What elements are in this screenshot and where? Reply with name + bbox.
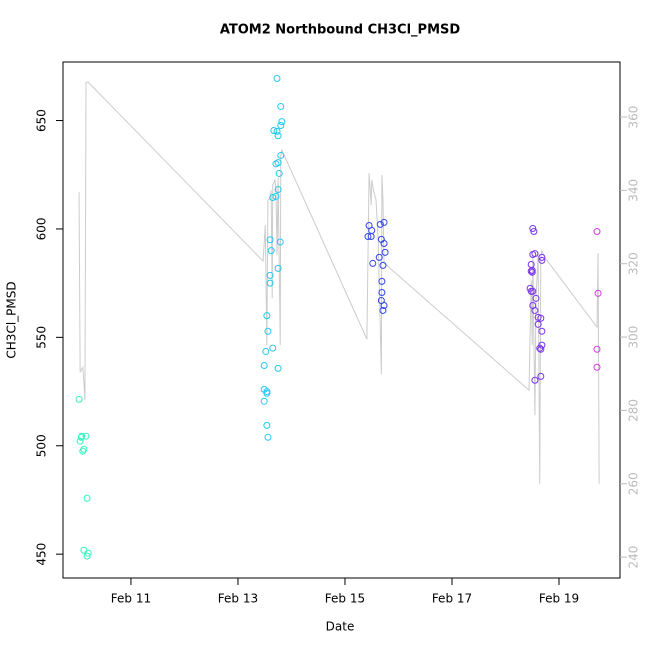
data-point — [527, 267, 535, 275]
data-point — [593, 228, 601, 236]
data-point — [80, 445, 88, 453]
data-point — [263, 421, 271, 429]
data-point — [538, 327, 546, 335]
data-point — [531, 250, 539, 258]
data-point — [534, 320, 542, 328]
data-point — [528, 268, 536, 276]
x-tick-label: Feb 15 — [325, 592, 365, 606]
data-point — [276, 238, 284, 246]
data-point — [537, 372, 545, 380]
data-point — [531, 376, 539, 384]
data-point — [277, 151, 285, 159]
y2-tick-label: 320 — [627, 252, 641, 275]
data-point — [538, 253, 546, 261]
data-point — [379, 306, 387, 314]
data-point — [380, 239, 388, 247]
data-point — [274, 364, 282, 372]
data-point — [537, 314, 545, 322]
data-point — [260, 397, 268, 405]
data-point — [269, 344, 277, 352]
data-point — [538, 341, 546, 349]
data-point — [82, 432, 90, 440]
data-point — [380, 218, 388, 226]
data-point — [260, 362, 268, 370]
data-point — [267, 247, 275, 255]
data-point — [269, 194, 277, 202]
data-point — [272, 160, 280, 168]
data-point — [277, 102, 285, 110]
data-point — [274, 132, 282, 140]
y-tick-label: 450 — [35, 543, 49, 566]
data-point — [277, 122, 285, 130]
y-tick-label: 650 — [35, 109, 49, 132]
x-tick-label: Feb 11 — [111, 592, 151, 606]
data-point — [273, 127, 281, 135]
data-point — [378, 288, 386, 296]
y-tick-label: 550 — [35, 326, 49, 349]
data-point — [594, 289, 602, 297]
data-point — [262, 347, 270, 355]
data-point — [84, 549, 92, 557]
data-point — [266, 236, 274, 244]
x-tick-label: Feb 19 — [539, 592, 579, 606]
data-point — [529, 287, 537, 295]
data-point — [380, 301, 388, 309]
x-axis-label: Date — [326, 620, 355, 634]
data-point — [266, 271, 274, 279]
y-tick-label: 500 — [35, 434, 49, 457]
data-point — [369, 259, 377, 267]
y2-tick-label: 360 — [627, 106, 641, 129]
data-point — [263, 389, 271, 397]
data-point — [531, 306, 539, 314]
data-point — [275, 169, 283, 177]
data-point — [274, 185, 282, 193]
data-point — [270, 127, 278, 135]
data-point — [537, 345, 545, 353]
data-point — [593, 363, 601, 371]
data-point — [378, 277, 386, 285]
plot-box — [62, 61, 621, 579]
data-point — [76, 437, 84, 445]
y2-tick-label: 340 — [627, 179, 641, 202]
y2-tick-label: 300 — [627, 326, 641, 349]
data-point — [272, 192, 280, 200]
y2-tick-label: 280 — [627, 399, 641, 422]
y-axis-label: CH3Cl_PMSD — [5, 281, 19, 358]
data-line — [78, 81, 600, 484]
data-point — [83, 552, 91, 560]
data-point — [264, 327, 272, 335]
data-point — [593, 345, 601, 353]
data-point — [264, 433, 272, 441]
data-point — [532, 294, 540, 302]
data-point — [375, 253, 383, 261]
data-point — [379, 261, 387, 269]
data-point — [381, 248, 389, 256]
data-point — [529, 225, 537, 233]
data-point — [530, 228, 538, 236]
data-point — [278, 118, 286, 126]
data-point — [263, 312, 271, 320]
chart-title: ATOM2 Northbound CH3Cl_PMSD — [220, 23, 461, 38]
data-point — [78, 432, 86, 440]
y2-tick-label: 240 — [627, 546, 641, 569]
x-tick-label: Feb 13 — [218, 592, 258, 606]
y-tick-label: 600 — [35, 217, 49, 240]
data-point — [367, 233, 375, 241]
data-point — [273, 74, 281, 82]
data-point — [274, 264, 282, 272]
data-point — [80, 546, 88, 554]
data-point — [75, 395, 83, 403]
data-point — [368, 226, 376, 234]
data-point — [376, 220, 384, 228]
y2-tick-label: 260 — [627, 472, 641, 495]
data-point — [364, 233, 372, 241]
data-point — [83, 494, 91, 502]
data-point — [266, 279, 274, 287]
x-tick-label: Feb 17 — [432, 592, 472, 606]
data-point — [538, 256, 546, 264]
data-point — [528, 266, 536, 274]
